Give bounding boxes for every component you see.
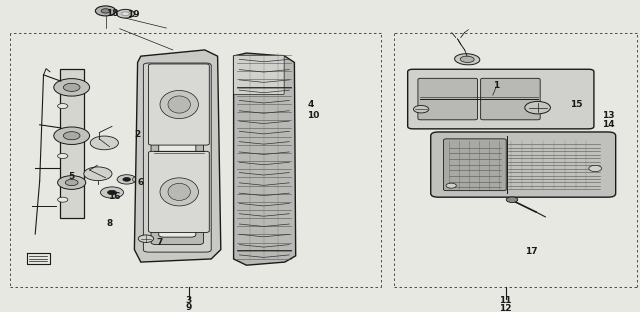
FancyBboxPatch shape: [234, 55, 284, 95]
Text: 18: 18: [106, 9, 118, 17]
Circle shape: [136, 178, 141, 181]
Text: 19: 19: [127, 11, 140, 19]
Text: 17: 17: [525, 247, 538, 256]
Circle shape: [589, 165, 602, 172]
Text: 4: 4: [307, 100, 314, 109]
Circle shape: [90, 136, 118, 150]
FancyBboxPatch shape: [408, 69, 594, 129]
FancyBboxPatch shape: [148, 64, 209, 145]
Circle shape: [108, 190, 116, 195]
Circle shape: [132, 176, 145, 183]
Text: 15: 15: [570, 100, 582, 109]
Circle shape: [65, 179, 78, 186]
Circle shape: [58, 154, 68, 158]
Circle shape: [95, 6, 116, 16]
Circle shape: [446, 183, 456, 188]
FancyBboxPatch shape: [481, 78, 540, 120]
Text: 8: 8: [107, 219, 113, 227]
Circle shape: [138, 235, 154, 242]
Text: 2: 2: [134, 130, 141, 139]
FancyBboxPatch shape: [444, 139, 506, 191]
Circle shape: [63, 132, 80, 140]
Circle shape: [58, 176, 86, 189]
Text: 3: 3: [186, 296, 192, 305]
Ellipse shape: [168, 183, 191, 201]
FancyBboxPatch shape: [159, 78, 196, 237]
Text: 10: 10: [307, 111, 320, 120]
FancyBboxPatch shape: [151, 71, 204, 245]
Circle shape: [63, 83, 80, 91]
Text: 16: 16: [108, 192, 120, 201]
FancyBboxPatch shape: [418, 78, 477, 120]
Circle shape: [506, 197, 518, 202]
Circle shape: [100, 187, 124, 198]
Polygon shape: [134, 50, 221, 262]
Circle shape: [525, 101, 550, 114]
Ellipse shape: [160, 90, 198, 119]
FancyBboxPatch shape: [60, 69, 84, 218]
Circle shape: [116, 9, 134, 18]
Circle shape: [58, 104, 68, 109]
Text: 6: 6: [138, 178, 144, 187]
Text: 9: 9: [186, 303, 192, 312]
Circle shape: [123, 178, 131, 181]
Circle shape: [413, 105, 429, 113]
Ellipse shape: [168, 96, 191, 113]
Ellipse shape: [460, 56, 474, 62]
Text: 14: 14: [602, 120, 614, 129]
Circle shape: [54, 127, 90, 144]
FancyBboxPatch shape: [143, 63, 211, 252]
FancyBboxPatch shape: [148, 151, 209, 232]
Circle shape: [84, 167, 112, 181]
Text: 12: 12: [499, 304, 512, 312]
Circle shape: [122, 12, 129, 16]
FancyBboxPatch shape: [431, 132, 616, 197]
Text: 1: 1: [493, 81, 499, 90]
Text: 7: 7: [157, 238, 163, 247]
Circle shape: [54, 79, 90, 96]
Ellipse shape: [454, 54, 480, 65]
Polygon shape: [234, 53, 296, 265]
Circle shape: [58, 197, 68, 202]
Text: 5: 5: [68, 172, 75, 181]
Circle shape: [101, 9, 110, 13]
Text: 11: 11: [499, 296, 512, 305]
Circle shape: [117, 175, 136, 184]
Text: 13: 13: [602, 111, 614, 120]
Ellipse shape: [160, 178, 198, 206]
